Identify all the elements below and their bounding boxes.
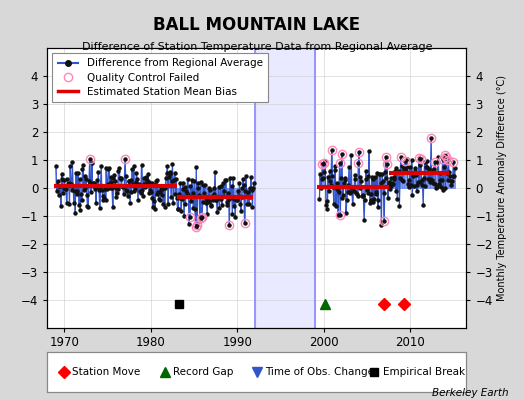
Legend: Difference from Regional Average, Quality Control Failed, Estimated Station Mean: Difference from Regional Average, Qualit…: [52, 53, 268, 102]
Text: Empirical Break: Empirical Break: [383, 367, 465, 377]
Bar: [255, 48, 315, 328]
Text: Difference of Station Temperature Data from Regional Average: Difference of Station Temperature Data f…: [82, 42, 432, 52]
Text: Record Gap: Record Gap: [173, 367, 233, 377]
Text: Time of Obs. Change: Time of Obs. Change: [265, 367, 374, 377]
Text: Berkeley Earth: Berkeley Earth: [432, 388, 508, 398]
Text: Station Move: Station Move: [72, 367, 140, 377]
Y-axis label: Monthly Temperature Anomaly Difference (°C): Monthly Temperature Anomaly Difference (…: [497, 75, 507, 301]
Text: BALL MOUNTAIN LAKE: BALL MOUNTAIN LAKE: [153, 16, 361, 34]
